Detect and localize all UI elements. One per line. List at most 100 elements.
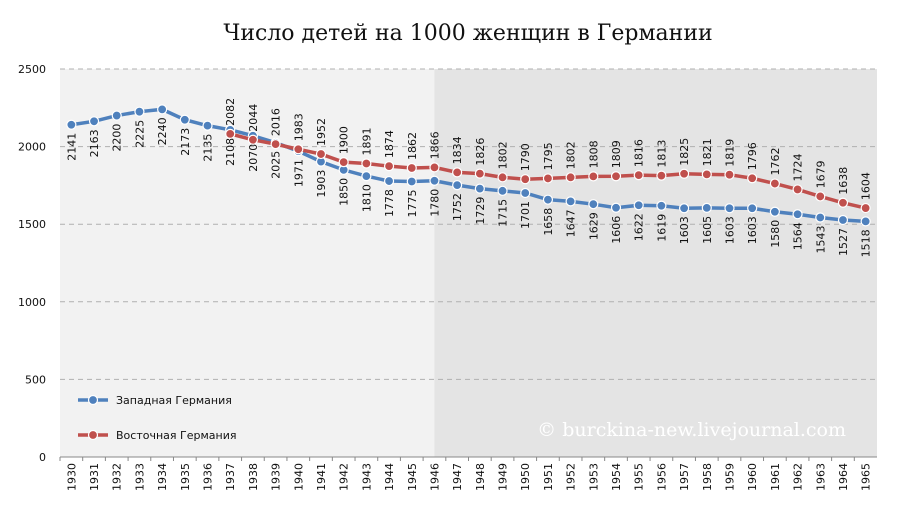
data-point bbox=[678, 168, 690, 179]
data-label: 1564 bbox=[792, 222, 805, 250]
data-point bbox=[520, 187, 531, 199]
y-tick-label: 500 bbox=[25, 373, 46, 386]
data-label: 1819 bbox=[723, 139, 736, 167]
data-point bbox=[860, 216, 871, 227]
data-point bbox=[701, 202, 712, 214]
data-label: 1647 bbox=[565, 209, 578, 237]
data-point bbox=[747, 173, 758, 184]
data-point bbox=[111, 110, 122, 121]
x-tick-label: 1950 bbox=[519, 463, 532, 491]
data-point bbox=[588, 171, 599, 182]
data-label: 2082 bbox=[224, 98, 237, 126]
x-tick-label: 1957 bbox=[678, 463, 691, 491]
data-label: 1606 bbox=[610, 216, 623, 244]
y-tick-label: 0 bbox=[39, 451, 46, 464]
data-point bbox=[315, 148, 327, 160]
data-point bbox=[202, 120, 213, 131]
data-label: 1603 bbox=[678, 216, 691, 244]
data-point bbox=[678, 203, 690, 214]
data-label: 1891 bbox=[360, 128, 373, 156]
data-label: 1580 bbox=[769, 220, 782, 248]
data-label: 1729 bbox=[474, 197, 487, 225]
x-tick-label: 1949 bbox=[497, 463, 510, 491]
data-label: 2141 bbox=[65, 133, 78, 161]
data-point bbox=[134, 106, 145, 117]
data-label: 1866 bbox=[428, 131, 441, 159]
data-point bbox=[769, 178, 780, 189]
data-point bbox=[610, 171, 622, 182]
data-label: 1701 bbox=[519, 201, 532, 229]
x-tick-label: 1965 bbox=[860, 463, 873, 491]
x-tick-label: 1930 bbox=[65, 463, 78, 491]
data-label: 1780 bbox=[428, 189, 441, 217]
x-tick-label: 1952 bbox=[565, 463, 578, 491]
data-point bbox=[860, 202, 871, 214]
x-tick-label: 1936 bbox=[202, 463, 215, 491]
data-label: 1603 bbox=[723, 216, 736, 244]
data-point bbox=[157, 104, 168, 115]
legend-label: Западная Германия bbox=[116, 394, 232, 407]
data-point bbox=[542, 173, 554, 184]
data-point bbox=[588, 199, 599, 210]
data-point bbox=[452, 179, 463, 191]
data-label: 1605 bbox=[701, 216, 714, 244]
data-label: 2025 bbox=[270, 151, 283, 179]
data-label: 1775 bbox=[406, 190, 419, 218]
data-label: 1826 bbox=[474, 138, 487, 166]
data-label: 1802 bbox=[497, 141, 510, 169]
y-tick-label: 1000 bbox=[18, 296, 46, 309]
data-label: 2225 bbox=[133, 120, 146, 148]
data-label: 1796 bbox=[746, 142, 759, 170]
data-point bbox=[565, 196, 576, 207]
data-label: 1810 bbox=[360, 184, 373, 212]
data-label: 1821 bbox=[701, 138, 714, 166]
data-label: 1903 bbox=[315, 170, 328, 198]
x-tick-label: 1933 bbox=[133, 463, 146, 491]
data-point bbox=[656, 170, 667, 181]
x-tick-label: 1944 bbox=[383, 463, 396, 491]
data-point bbox=[520, 174, 531, 185]
data-label: 2173 bbox=[179, 128, 192, 156]
data-label: 1813 bbox=[655, 140, 668, 168]
data-label: 1619 bbox=[655, 214, 668, 242]
data-point bbox=[406, 162, 417, 174]
x-tick-label: 1941 bbox=[315, 463, 328, 491]
data-label: 1762 bbox=[769, 148, 782, 176]
data-label: 1900 bbox=[338, 126, 351, 154]
data-label: 1778 bbox=[383, 189, 396, 217]
data-label: 1834 bbox=[451, 136, 464, 164]
x-tick-label: 1945 bbox=[406, 463, 419, 491]
data-point bbox=[769, 206, 780, 217]
data-label: 2240 bbox=[156, 117, 169, 145]
data-point bbox=[610, 202, 622, 213]
data-label: 2135 bbox=[202, 134, 215, 162]
data-label: 1816 bbox=[633, 139, 646, 167]
x-tick-label: 1939 bbox=[270, 463, 283, 491]
data-point bbox=[542, 194, 554, 205]
data-point bbox=[179, 114, 190, 125]
data-point bbox=[497, 185, 508, 196]
data-label: 2163 bbox=[88, 129, 101, 157]
data-point bbox=[474, 183, 485, 194]
data-label: 1638 bbox=[837, 167, 850, 195]
data-point bbox=[406, 176, 417, 187]
data-label: 1715 bbox=[497, 199, 510, 227]
x-tick-label: 1948 bbox=[474, 463, 487, 491]
data-point bbox=[747, 203, 758, 214]
data-label: 1518 bbox=[860, 229, 873, 257]
data-label: 1874 bbox=[383, 130, 396, 158]
x-tick-label: 1959 bbox=[723, 463, 736, 491]
x-tick-label: 1962 bbox=[792, 463, 805, 491]
x-tick-label: 1954 bbox=[610, 463, 623, 491]
data-label: 1724 bbox=[792, 153, 805, 181]
data-label: 2070 bbox=[247, 144, 260, 172]
data-point bbox=[837, 214, 849, 226]
x-tick-label: 1932 bbox=[111, 463, 124, 491]
data-point bbox=[429, 162, 440, 173]
data-label: 1862 bbox=[406, 132, 419, 160]
data-point bbox=[474, 168, 485, 179]
data-label: 1629 bbox=[587, 212, 600, 240]
data-point bbox=[792, 184, 803, 195]
data-label: 2108 bbox=[224, 138, 237, 166]
data-point bbox=[452, 167, 463, 178]
